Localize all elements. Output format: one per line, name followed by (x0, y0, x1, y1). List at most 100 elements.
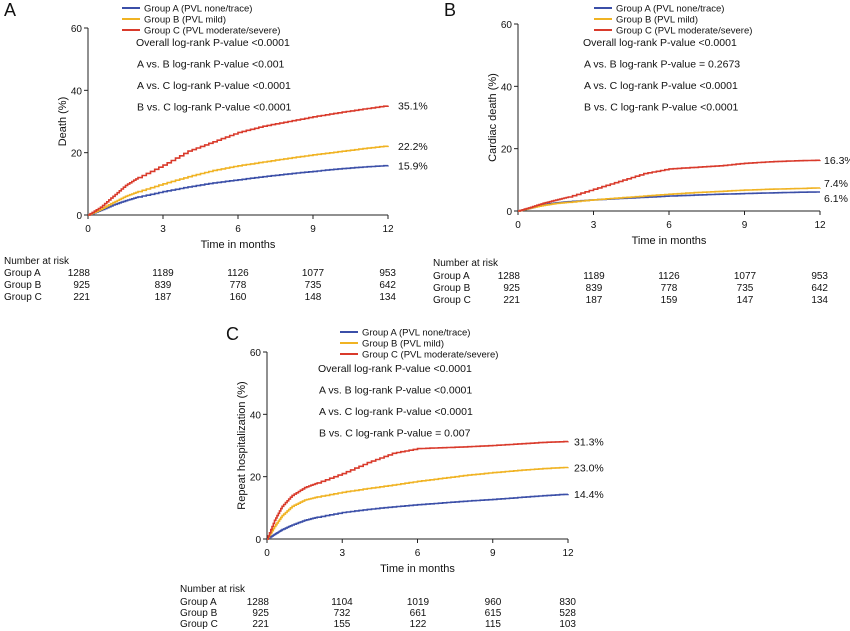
risk-value: 642 (379, 280, 396, 291)
risk-value: 1189 (583, 271, 605, 282)
series-line-a (267, 493, 569, 540)
risk-value: 160 (230, 292, 247, 303)
risk-value: 661 (410, 608, 427, 619)
risk-value: 642 (811, 283, 828, 294)
panel-c: C 0 3 6 9 12 0 20 40 60 Time in months Repeat hospi… (180, 324, 604, 630)
risk-row-label: Group C (4, 292, 42, 303)
risk-value: 1189 (152, 268, 174, 279)
risk-value: 187 (155, 292, 172, 303)
risk-value: 1288 (68, 268, 91, 279)
risk-value: 134 (379, 292, 396, 303)
legend-entry: Group C (PVL moderate/severe) (144, 26, 280, 37)
risk-value: 122 (410, 619, 427, 630)
legend-entry: Group B (PVL mild) (144, 15, 226, 26)
risk-table-title: Number at risk (180, 584, 246, 595)
x-tick-label: 0 (264, 548, 270, 559)
y-tick-label: 20 (71, 149, 83, 160)
pvalue-annotation: A vs. C log-rank P-value <0.0001 (584, 80, 738, 92)
risk-row-label: Group A (180, 597, 217, 608)
pvalue-annotation: Overall log-rank P-value <0.0001 (583, 37, 737, 49)
risk-value: 115 (485, 619, 501, 630)
pvalue-annotation: B vs. C log-rank P-value = 0.007 (319, 428, 471, 440)
legend-entry: Group C (PVL moderate/severe) (616, 26, 752, 37)
risk-value: 925 (73, 280, 90, 291)
series-line-b (88, 145, 389, 216)
end-value-label: 31.3% (574, 436, 604, 448)
risk-table-title: Number at risk (4, 256, 70, 267)
x-axis-label: Time in months (380, 563, 455, 575)
risk-value: 735 (305, 280, 322, 291)
x-tick-label: 6 (666, 220, 672, 231)
risk-value: 1126 (227, 268, 249, 279)
x-axis-label: Time in months (201, 239, 276, 251)
risk-value: 732 (334, 608, 351, 619)
y-tick-label: 60 (250, 348, 262, 359)
y-tick-label: 40 (250, 410, 262, 421)
pvalue-annotation: A vs. C log-rank P-value <0.0001 (319, 406, 473, 418)
x-tick-label: 9 (490, 548, 496, 559)
end-value-label: 6.1% (824, 193, 848, 205)
panel-letter: C (226, 324, 239, 344)
y-tick-label: 40 (71, 86, 83, 97)
end-value-label: 7.4% (824, 178, 848, 190)
end-value-label: 22.2% (398, 141, 428, 153)
risk-value: 221 (503, 295, 520, 306)
end-value-label: 23.0% (574, 462, 604, 474)
x-tick-label: 12 (814, 220, 826, 231)
risk-value: 830 (559, 597, 576, 608)
y-axis-label: Death (%) (57, 97, 69, 147)
risk-value: 155 (334, 619, 351, 630)
y-tick-label: 40 (501, 82, 513, 93)
x-tick-label: 0 (85, 224, 91, 235)
y-axis-label: Cardiac death (%) (487, 73, 499, 162)
risk-value: 925 (252, 608, 269, 619)
series-line-c (518, 159, 821, 212)
x-tick-label: 3 (339, 548, 345, 559)
x-tick-label: 3 (591, 220, 597, 231)
risk-value: 953 (379, 268, 396, 279)
risk-value: 1288 (498, 271, 521, 282)
y-tick-label: 0 (76, 211, 82, 222)
risk-row-label: Group B (4, 280, 42, 291)
y-tick-label: 20 (250, 473, 262, 484)
y-tick-label: 60 (71, 24, 83, 35)
pvalue-annotation: Overall log-rank P-value <0.0001 (136, 37, 290, 49)
risk-value: 925 (503, 283, 520, 294)
pvalue-annotation: A vs. C log-rank P-value <0.0001 (137, 80, 291, 92)
risk-value: 778 (661, 283, 678, 294)
legend-entry: Group A (PVL none/trace) (362, 328, 470, 339)
x-tick-label: 9 (742, 220, 748, 231)
risk-value: 1077 (302, 268, 325, 279)
risk-value: 1288 (247, 597, 270, 608)
risk-value: 134 (811, 295, 828, 306)
series-line-b (518, 187, 821, 212)
pvalue-annotation: A vs. B log-rank P-value = 0.2673 (584, 59, 740, 71)
panel-letter: A (4, 0, 16, 20)
risk-value: 778 (230, 280, 247, 291)
risk-value: 1126 (658, 271, 680, 282)
legend-entry: Group C (PVL moderate/severe) (362, 350, 498, 361)
pvalue-annotation: B vs. C log-rank P-value <0.0001 (137, 102, 292, 114)
risk-value: 147 (737, 295, 754, 306)
panel-b: B 0 3 6 9 12 0 20 40 60 Time in months Cardiac deat… (433, 0, 850, 306)
x-tick-label: 12 (562, 548, 574, 559)
pvalue-annotation: Overall log-rank P-value <0.0001 (318, 363, 472, 375)
y-tick-label: 60 (501, 20, 513, 31)
series-line-a (88, 164, 389, 216)
risk-value: 159 (661, 295, 678, 306)
y-tick-label: 0 (255, 535, 261, 546)
risk-value: 839 (155, 280, 172, 291)
legend-entry: Group A (PVL none/trace) (144, 4, 252, 15)
risk-value: 839 (586, 283, 603, 294)
end-value-label: 35.1% (398, 101, 428, 113)
pvalue-annotation: A vs. B log-rank P-value <0.0001 (319, 385, 472, 397)
end-value-label: 15.9% (398, 160, 428, 172)
series-line-b (267, 466, 569, 540)
risk-row-label: Group B (180, 608, 218, 619)
legend-entry: Group B (PVL mild) (616, 15, 698, 26)
panel-a: A 0 3 6 9 12 0 20 40 60 Time in months Death (%) Gro… (4, 0, 428, 303)
x-axis-label: Time in months (632, 235, 707, 247)
x-tick-label: 12 (382, 224, 394, 235)
risk-row-label: Group A (433, 271, 470, 282)
end-value-label: 16.3% (824, 155, 850, 167)
